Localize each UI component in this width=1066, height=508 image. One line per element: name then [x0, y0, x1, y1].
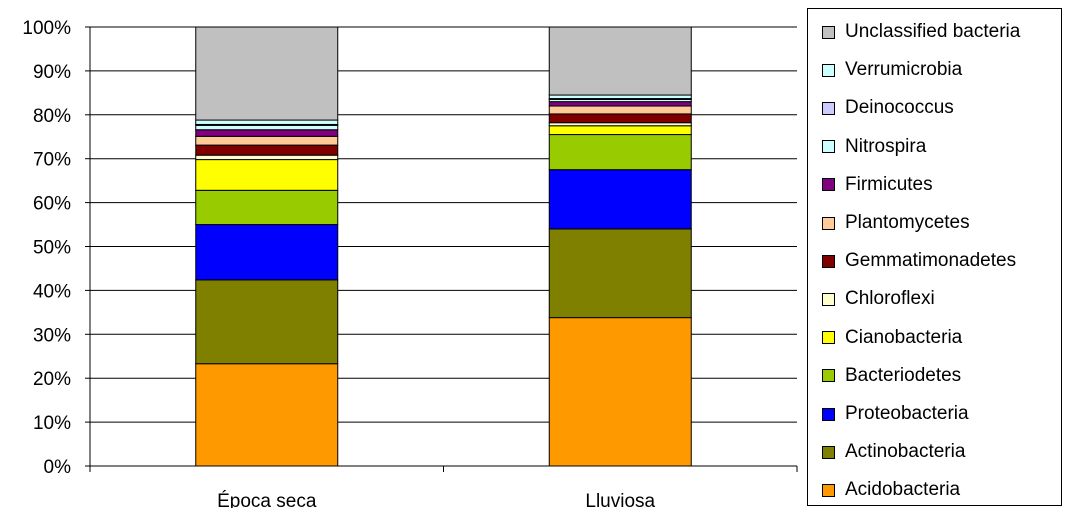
bar-segment	[195, 279, 339, 365]
bar-segment	[548, 113, 692, 124]
bar-segment	[548, 169, 692, 230]
x-tick-label: Lluviosa	[585, 491, 655, 508]
legend-item: Firmicutes	[822, 174, 933, 196]
y-tick-label: 10%	[33, 413, 71, 434]
legend: Unclassified bacteria Verrumicrobia Deinoc…	[807, 8, 1062, 506]
legend-label: Gemmatimonadetes	[845, 250, 1017, 272]
legend-label: Actinobacteria	[845, 441, 966, 463]
y-tick-label: 40%	[33, 281, 71, 302]
legend-swatch	[822, 292, 835, 306]
bar-segment	[548, 228, 692, 319]
legend-item: Acidobacteria	[822, 479, 960, 501]
legend-item: Unclassified bacteria	[822, 21, 1020, 43]
bar-segment	[548, 94, 692, 100]
bar-segment	[195, 224, 339, 281]
axes	[85, 26, 798, 472]
legend-label: Nitrospira	[845, 135, 927, 157]
legend-label: Unclassified bacteria	[845, 21, 1021, 42]
bar-segment	[195, 144, 339, 156]
y-tick-label: 80%	[33, 106, 71, 127]
bar-segment	[195, 363, 339, 467]
bars	[195, 26, 692, 467]
legend-swatch	[822, 407, 835, 421]
legend-item: Actinobacteria	[822, 441, 965, 463]
y-tick-label: 70%	[33, 150, 71, 171]
legend-swatch	[822, 140, 835, 154]
legend-label: Deinococcus	[845, 97, 954, 119]
legend-item: Chloroflexi	[822, 288, 935, 310]
legend-label: Bacteriodetes	[845, 364, 962, 386]
bar-segment	[195, 159, 339, 191]
legend-item: Proteobacteria	[822, 403, 969, 425]
legend-item: Verrumicrobia	[822, 59, 962, 81]
legend-swatch	[822, 25, 835, 39]
bar-segment	[548, 125, 692, 136]
legend-item: Plantomycetes	[822, 212, 970, 234]
bar-segment	[195, 124, 339, 131]
y-tick-label: 20%	[33, 369, 71, 390]
legend-label: Cianobacteria	[845, 326, 963, 348]
legend-label: Chloroflexi	[845, 288, 935, 310]
legend-item: Deinococcus	[822, 97, 954, 119]
stacked-bar-chart: 0% 10% 20% 30% 40% 50% 60% 70% 80% 90% 100% Época …	[22, 18, 798, 508]
legend-label: Verrumicrobia	[845, 59, 963, 81]
legend-label: Proteobacteria	[845, 403, 969, 424]
legend-swatch	[822, 369, 835, 383]
x-tick-labels: Época seca Lluviosa	[217, 491, 655, 508]
bar-segment	[548, 134, 692, 171]
bar-segment	[195, 154, 339, 161]
bar-segment	[548, 317, 692, 467]
bar-segment	[195, 129, 339, 137]
y-tick-label: 60%	[33, 194, 71, 215]
legend-swatch	[822, 254, 835, 268]
y-tick-label: 30%	[33, 325, 71, 346]
bar-segment	[548, 26, 692, 96]
legend-swatch	[822, 483, 835, 497]
y-tick-label: 100%	[22, 18, 71, 39]
bar-segment	[195, 135, 339, 146]
legend-item: Nitrospira	[822, 136, 926, 158]
legend-label: Plantomycetes	[845, 212, 970, 233]
y-tick-labels: 0% 10% 20% 30% 40% 50% 60% 70% 80% 90% 100%	[22, 18, 71, 478]
bar-segment	[548, 105, 692, 115]
legend-item: Cianobacteria	[822, 327, 962, 349]
legend-item: Gemmatimonadetes	[822, 250, 1016, 272]
legend-swatch	[822, 101, 835, 115]
bar-segment	[195, 26, 339, 121]
legend-label: Acidobacteria	[845, 479, 961, 501]
x-tick-label: Época seca	[217, 491, 317, 508]
y-tick-label: 50%	[33, 238, 71, 259]
legend-swatch	[822, 216, 835, 230]
y-tick-label: 0%	[44, 457, 72, 478]
legend-label: Firmicutes	[845, 173, 933, 195]
bar-segment	[195, 189, 339, 226]
bar-segment	[195, 119, 339, 125]
legend-item: Bacteriodetes	[822, 365, 961, 387]
legend-swatch	[822, 445, 835, 459]
legend-swatch	[822, 178, 835, 192]
bar-segment	[548, 101, 692, 107]
legend-swatch	[822, 331, 835, 345]
legend-swatch	[822, 63, 835, 77]
y-tick-label: 90%	[33, 62, 71, 83]
